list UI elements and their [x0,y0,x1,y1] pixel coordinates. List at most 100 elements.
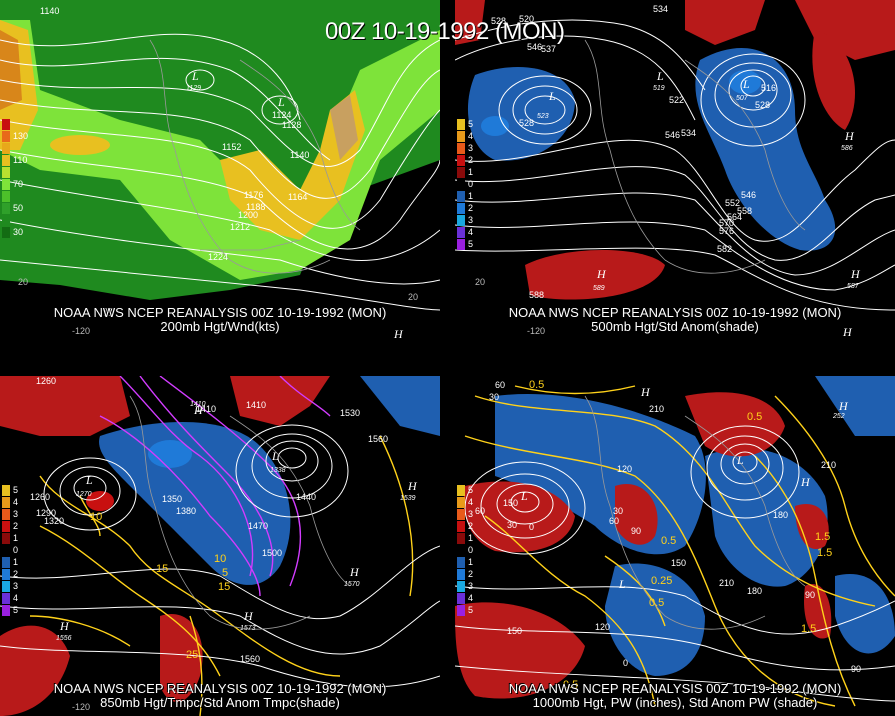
contour-label: 1350 [162,494,182,504]
contour-label: 120 [617,464,632,474]
contour-label: 210 [649,404,664,414]
height-contours [455,425,895,702]
legend-850mb: 5 4 3 2 1 0 1 2 3 4 5 [2,484,18,616]
legend-item: 3 [457,214,473,226]
high-center: H [349,565,360,579]
temp-label: 5 [222,567,228,579]
temp-label: 25 [186,649,198,661]
legend-item: 1 [457,556,473,568]
low-center: L [520,489,528,503]
wind-shade-light [0,20,440,280]
height-contours [455,19,895,311]
panel-caption-field: 1000mb Hgt, PW (inches), Std Anom PW (sh… [532,695,818,710]
low-value: 523 [537,113,549,120]
anom-positive-nw [455,0,485,45]
anom-negative-core [481,116,509,136]
pw-label: 0.5 [747,411,762,423]
legend-item: 1 [2,532,18,544]
contour-label: 1500 [262,548,282,558]
panel-caption-source: NOAA NWS NCEP REANALYSIS 00Z 10-19-1992 … [508,305,842,320]
contour-label: 1290 [36,508,56,518]
contour-label: 180 [747,586,762,596]
contour-label: 90 [851,664,861,674]
anom-positive-east [795,504,829,550]
high-center: H [800,475,811,489]
wind-shade-orange-jet [330,95,358,160]
legend-item: 3 [457,580,473,592]
panel-1000mb: 60 30 120 0.5 210 0.5 150 60 30 120 210 … [455,376,895,716]
anom-negative-core [148,440,192,468]
contour-label: 1152 [222,142,241,152]
contour-label: 588 [529,290,544,300]
temperature-contours-cold [99,376,331,597]
high-value: 587 [847,283,860,290]
anom-positive-west [463,481,575,553]
contour-label: 546 [665,130,680,140]
legend-item: 3 [457,142,473,154]
wind-shade-yellow-spot [50,135,110,155]
legend-item: 5 [457,604,473,616]
low-center: L [271,449,279,463]
legend-item: 5 [2,484,18,496]
legend-item: 4 [457,226,473,238]
contour-label: 1410 [112,376,132,378]
contour-label: 210 [821,460,836,470]
high-center: H [844,129,855,143]
high-value: 1410 [190,401,206,408]
high-value: 1556 [56,635,72,642]
contour-label: 30 [613,506,623,516]
panel-caption-source: NOAA NWS NCEP REANALYSIS 00Z 10-19-1992 … [53,305,387,320]
anom-negative-east [695,48,836,251]
contour-label: 30 [489,392,499,402]
low-value: 1129 [186,85,201,92]
contour-label: 1188 [246,202,265,212]
contour-label: 516 [761,83,776,93]
wind-shade-orange-west [0,30,22,110]
legend-item: 130 [2,130,28,142]
coastlines [584,395,806,630]
high-center: H [193,403,204,417]
low-center: L [277,95,285,109]
legend-item: 4 [457,130,473,142]
anom-positive-nw [0,376,130,436]
pw-label: 1.5 [815,531,830,543]
pw-label: 0.5 [661,535,676,547]
pw-label: 1.5 [801,623,816,635]
panel-200mb: 1140 1128 1124 1152 1140 1176 1188 1164 … [0,0,440,340]
legend-item: 50 [2,202,28,214]
anom-negative-ne [360,376,440,436]
temperature-contours-warm [29,435,414,716]
anom-negative-central [99,422,291,585]
contour-label: 60 [609,516,619,526]
high-center: H [407,479,418,493]
panel-caption-source: NOAA NWS NCEP REANALYSIS 00Z 10-19-1992 … [53,681,387,696]
contour-label: 210 [719,578,734,588]
legend-item: 0 [2,544,18,556]
high-center: H [842,325,853,339]
coastlines [149,39,361,274]
contour-label: 1350 [172,376,192,378]
high-center: H [596,267,607,281]
height-contours [0,33,440,311]
contour-label: 534 [681,128,696,138]
high-center: H [850,267,861,281]
legend-item: 110 [2,154,28,166]
lat-label: 20 [475,277,485,287]
anom-negative-west [467,67,575,161]
legend-item: 1 [457,190,473,202]
legend-item: 4 [457,496,473,508]
legend-item: 2 [2,520,18,532]
contour-label: 1124 [272,110,291,120]
legend-item [2,166,28,178]
low-value: 1270 [76,491,92,498]
contour-label: 1176 [244,190,263,200]
temp-label: 10 [90,511,102,523]
panel-caption-field: 850mb Hgt/Tmpc/Std Anom Tmpc(shade) [100,695,340,710]
anom-positive-south [525,250,665,300]
contour-label: 90 [805,590,815,600]
legend-item [2,118,28,130]
low-center: L [618,577,626,591]
lat-label: 20 [408,292,418,302]
contour-label: 30 [507,520,517,530]
contour-label: 1260 [36,376,56,386]
